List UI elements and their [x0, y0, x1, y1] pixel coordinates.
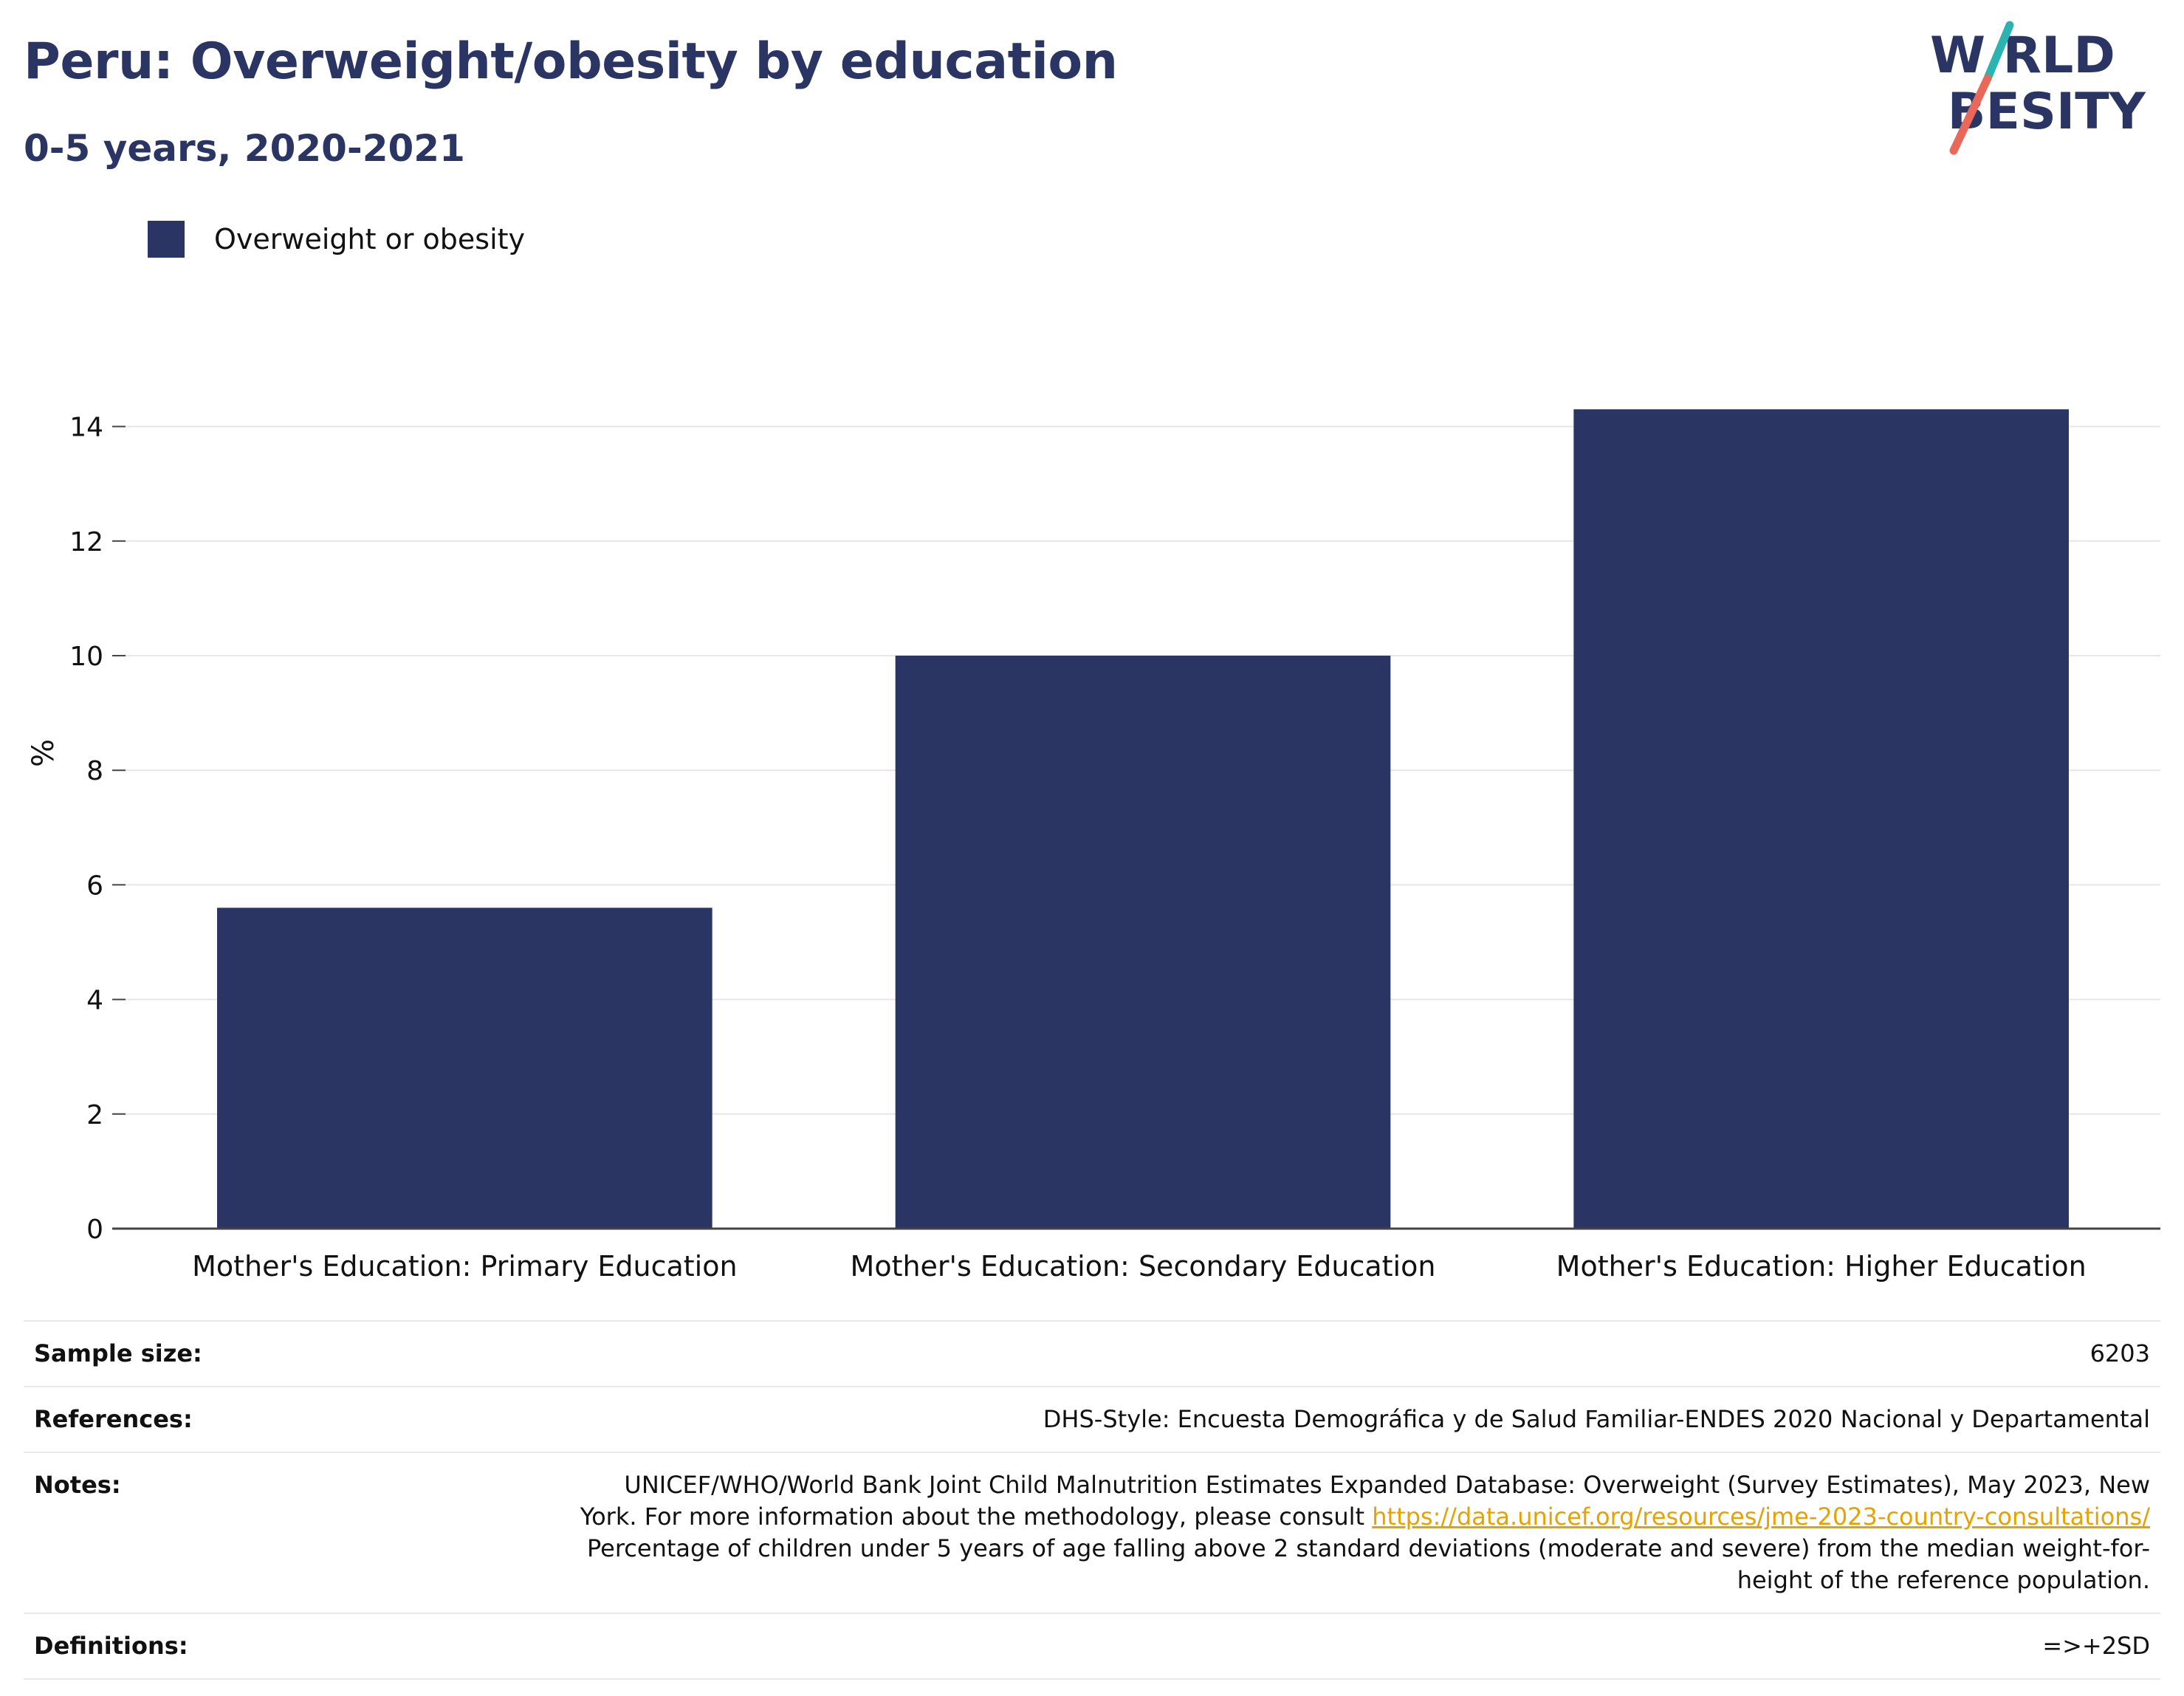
bar: [217, 907, 712, 1229]
bar: [1573, 409, 2069, 1229]
references-value: DHS-Style: Encuesta Demográfica y de Sal…: [340, 1386, 2160, 1452]
logo-slash-bottom: [1949, 74, 1992, 155]
legend-label: Overweight or obesity: [214, 223, 526, 255]
chart-title: Peru: Overweight/obesity by education: [24, 32, 1118, 91]
y-tick-label: 12: [69, 527, 103, 557]
chart-subtitle: 0-5 years, 2020-2021: [24, 127, 465, 170]
notes-line-4: height of the reference population.: [1737, 1566, 2150, 1594]
bar-chart: 0 2 4 6 8 10 12 14% Mother's Education: Primary …: [0, 369, 2184, 1292]
notes-label: Notes:: [24, 1452, 340, 1613]
world-obesity-logo: W RLD BESITY: [1927, 19, 2171, 159]
notes-line-2: York. For more information about the met…: [580, 1503, 1365, 1531]
y-tick-label: 4: [86, 986, 103, 1016]
legend: Overweight or obesity: [148, 220, 525, 258]
y-tick-label: 2: [86, 1100, 103, 1130]
info-row-definitions: Definitions: =>+2SD: [24, 1613, 2160, 1680]
notes-line-1: UNICEF/WHO/World Bank Joint Child Malnut…: [624, 1471, 2150, 1499]
methodology-link[interactable]: https://data.unicef.org/resources/jme-20…: [1372, 1503, 2150, 1531]
bar: [895, 656, 1391, 1229]
x-tick-label: Mother's Education: Primary Education: [192, 1250, 738, 1283]
definitions-label: Definitions:: [24, 1613, 340, 1680]
info-row-references: References: DHS-Style: Encuesta Demográf…: [24, 1386, 2160, 1452]
sample-size-value: 6203: [340, 1320, 2160, 1387]
references-label: References:: [24, 1386, 340, 1452]
notes-line-3: Percentage of children under 5 years of …: [587, 1534, 2150, 1562]
y-tick-label: 10: [69, 642, 103, 672]
y-tick-label: 8: [86, 756, 103, 786]
legend-swatch: [148, 221, 185, 258]
info-row-notes: Notes: UNICEF/WHO/World Bank Joint Child…: [24, 1452, 2160, 1613]
definitions-value: =>+2SD: [340, 1613, 2160, 1680]
x-tick-label: Mother's Education: Higher Education: [1556, 1250, 2087, 1283]
logo-line-1: W RLD: [1930, 27, 2115, 85]
x-tick-label: Mother's Education: Secondary Education: [851, 1250, 1436, 1283]
logo-slash-top: [1983, 21, 2014, 83]
y-tick-label: 14: [69, 413, 103, 443]
info-row-sample-size: Sample size: 6203: [24, 1320, 2160, 1387]
y-axis-title: %: [27, 739, 61, 767]
sample-size-label: Sample size:: [24, 1320, 340, 1387]
y-tick-label: 6: [86, 871, 103, 901]
notes-value: UNICEF/WHO/World Bank Joint Child Malnut…: [340, 1452, 2160, 1613]
info-table: Sample size: 6203 References: DHS-Style:…: [24, 1320, 2160, 1680]
y-tick-label: 0: [86, 1215, 103, 1245]
